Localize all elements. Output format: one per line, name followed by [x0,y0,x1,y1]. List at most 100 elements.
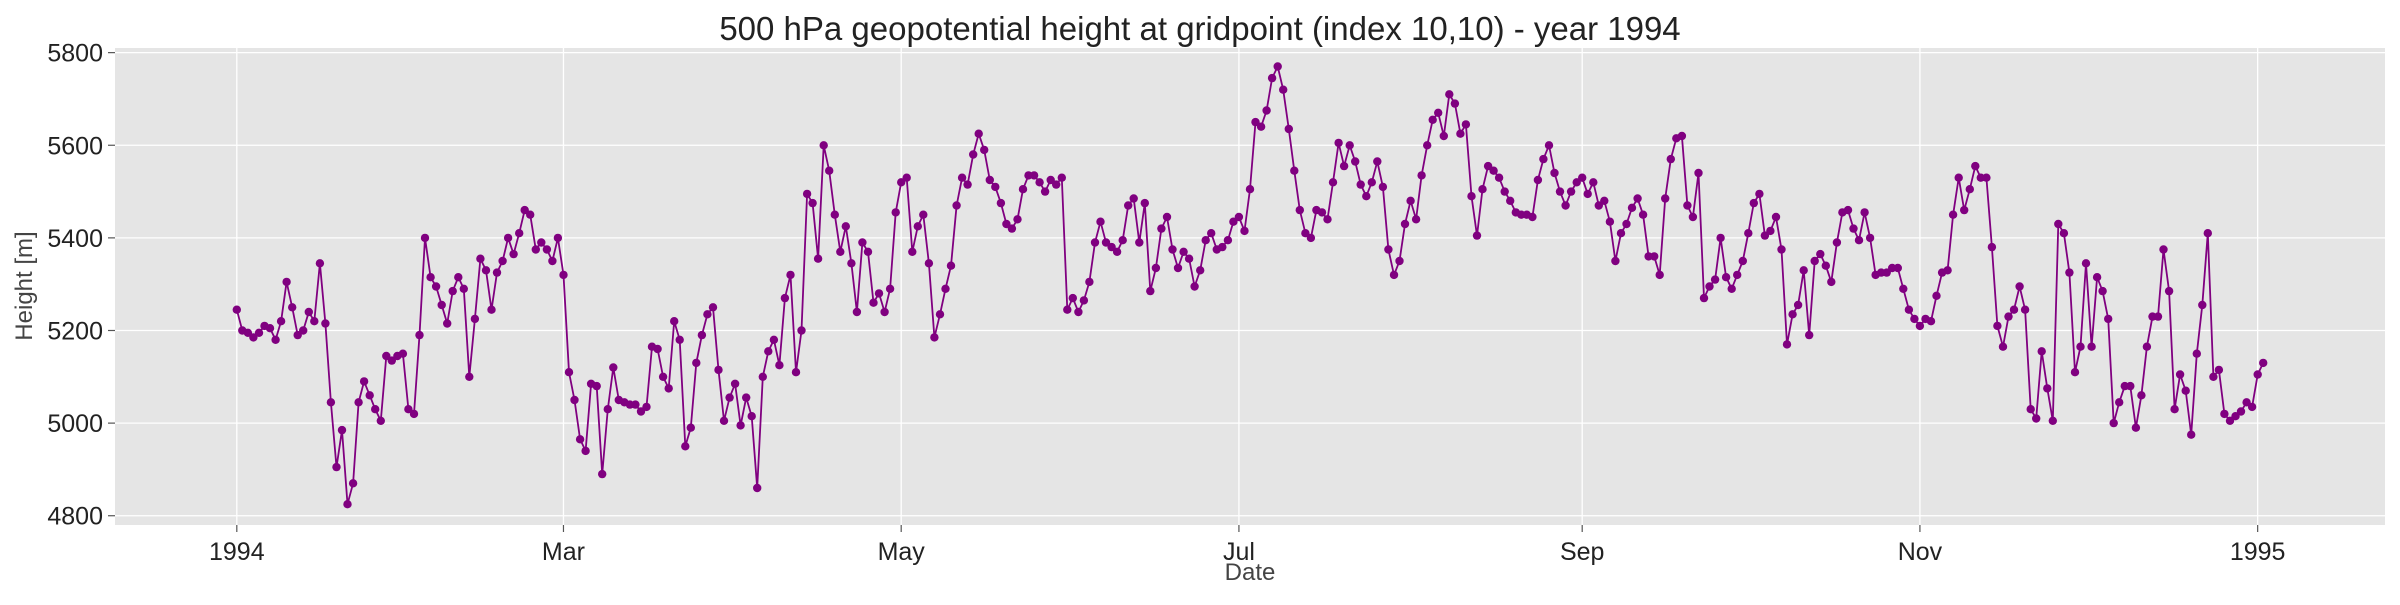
data-point [265,324,275,333]
data-point [2247,402,2257,412]
data-point [1323,215,1332,224]
data-point [1290,166,1299,175]
data-point [902,173,911,182]
data-point [769,335,779,344]
data-point [2032,414,2041,423]
data-point [642,402,651,412]
data-point [1367,178,1377,187]
data-point [775,361,784,370]
data-point [1351,157,1360,166]
data-point [415,330,424,340]
data-point [2153,312,2163,321]
data-point [398,349,408,358]
data-point [1600,196,1609,205]
data-point [1699,293,1709,303]
y-tick-label: 5200 [47,317,103,345]
data-point [1162,212,1172,222]
data-point [1334,138,1343,148]
data-point [1002,219,1011,229]
data-point [653,344,662,354]
data-point [2209,372,2218,381]
y-tick-label: 5600 [47,132,103,160]
data-point [249,333,258,342]
data-point [852,307,862,317]
data-point [1998,342,2008,351]
data-point [2192,349,2201,358]
data-point [1223,236,1233,245]
data-point [1378,182,1388,192]
data-point [321,319,330,328]
data-point [692,358,701,368]
data-point [503,233,513,243]
y-axis-ticks: 4800 5000 5200 5400 5600 5800 [47,40,115,531]
data-point [1395,256,1404,266]
data-point [2231,412,2240,421]
data-point [2187,430,2196,439]
data-point [874,289,884,298]
grid-lines [115,48,2385,525]
data-point [841,222,850,231]
data-point [1627,203,1637,212]
data-point [1406,196,1415,205]
x-tick-label: Sep [1560,538,1604,566]
data-point [2104,314,2113,324]
data-point [1434,108,1443,118]
data-point [1439,131,1449,141]
data-point [437,300,446,310]
data-point [935,310,945,319]
data-point [553,233,563,243]
data-point [813,254,823,263]
data-point [1229,217,1238,226]
data-point [996,198,1006,208]
data-point [1090,238,1100,247]
data-point [1832,238,1842,247]
data-point [1816,249,1825,259]
data-point [1650,252,1659,261]
data-point [980,145,989,155]
data-point [1445,90,1454,99]
data-point [1993,321,2002,331]
data-point [487,305,496,314]
data-point [1400,219,1410,229]
data-point [1124,201,1133,210]
data-point [465,372,474,381]
data-point [1544,141,1554,150]
data-point [1854,236,1864,245]
data-point [1793,300,1803,310]
data-point [1755,189,1764,199]
data-point [2048,416,2057,425]
data-point [332,462,341,472]
data-point [858,238,867,247]
data-point [1810,256,1819,266]
data-point [1251,117,1260,127]
data-point [1611,256,1620,266]
data-point [753,483,762,493]
data-point [1899,284,1908,293]
data-point [1450,99,1460,108]
data-point [1345,141,1354,150]
data-point [559,270,568,280]
data-point [1284,124,1294,134]
data-point [1799,266,1808,275]
data-point [1744,229,1753,238]
data-point [2098,286,2107,296]
data-point [2070,368,2080,377]
data-point [1096,217,1105,226]
data-point [2092,273,2102,282]
data-point [537,238,546,247]
data-point [2137,391,2146,400]
series-layer [232,62,2268,509]
data-point [1954,173,1963,182]
data-point [730,379,740,388]
data-point [863,247,873,256]
x-axis-label: Date [1225,559,1276,586]
data-point [2126,381,2135,391]
data-point [337,425,347,435]
data-point [703,310,712,319]
data-point [254,328,264,337]
data-point [1384,245,1393,254]
data-point [1074,307,1083,317]
data-point [1035,178,1044,187]
data-point [1295,205,1305,215]
